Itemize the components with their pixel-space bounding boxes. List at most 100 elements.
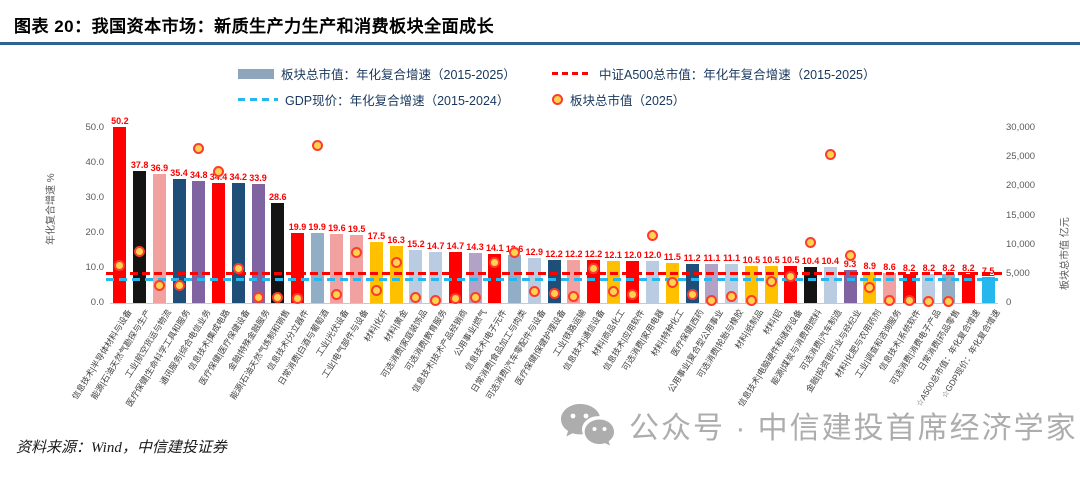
- bar: [843, 270, 857, 303]
- bar-value-label: 14.3: [466, 241, 484, 252]
- right-axis-tick: 10,000: [1006, 238, 1036, 250]
- market-cap-dot: [410, 291, 422, 303]
- bar-value-label: 28.6: [268, 191, 287, 202]
- bar-value-label: 17.5: [367, 230, 386, 241]
- bar: [942, 274, 956, 303]
- market-cap-dot: [785, 270, 797, 282]
- left-axis-tick: 50.0: [85, 122, 105, 133]
- market-cap-dot: [824, 149, 836, 161]
- right-axis-tick: 20,000: [1006, 180, 1036, 192]
- left-axis-tick: 30.0: [85, 192, 105, 203]
- bar-value-label: 10.5: [762, 255, 780, 266]
- bar: [350, 234, 364, 303]
- bar-value-label: 19.6: [328, 223, 346, 234]
- market-cap-dot: [805, 237, 817, 249]
- bar: [448, 251, 462, 303]
- left-axis-tick: 20.0: [85, 227, 105, 238]
- market-cap-dot: [706, 295, 718, 307]
- bar-value-label: 12.9: [525, 246, 544, 257]
- watermark: 公众号 · 中信建投首席经济学家: [558, 402, 1078, 448]
- market-cap-dot: [666, 276, 678, 288]
- bar-value-label: 34.8: [190, 170, 208, 181]
- bar-value-label: 8.2: [962, 263, 975, 274]
- bar-value-label: 8.2: [922, 263, 936, 274]
- bar-value-label: 11.2: [683, 252, 701, 263]
- bar-value-label: 19.9: [308, 222, 326, 233]
- left-axis-tick: 10.0: [85, 262, 105, 273]
- market-cap-dot: [765, 275, 777, 287]
- market-cap-dot: [114, 259, 126, 271]
- bar-value-label: 12.1: [604, 249, 622, 260]
- market-cap-dot: [173, 280, 185, 291]
- market-cap-dot: [745, 294, 757, 306]
- bar: [212, 182, 226, 303]
- legend-label: 板块总市值：年化复合增速（2015-2025）: [281, 68, 516, 82]
- bar: [468, 252, 482, 303]
- bar-value-label: 7.5: [981, 265, 995, 276]
- market-cap-dot: [291, 293, 303, 305]
- bar-value-label: 36.9: [150, 162, 169, 173]
- bar-value-label: 33.9: [249, 173, 267, 184]
- bar-value-label: 19.9: [288, 222, 307, 233]
- dot-marker-icon: [552, 94, 563, 105]
- market-cap-dot: [272, 291, 284, 303]
- bar-value-label: 14.1: [486, 242, 504, 253]
- market-cap-dot: [193, 142, 205, 154]
- market-cap-dot: [331, 289, 343, 301]
- reference-line: [106, 278, 1002, 282]
- bar-value-label: 50.2: [111, 116, 129, 127]
- legend-label: 中证A500总市值：年化年复合增速（2015-2025）: [599, 68, 876, 82]
- market-cap-dot: [627, 288, 639, 300]
- market-cap-dot: [726, 291, 738, 303]
- market-cap-dot: [252, 291, 264, 303]
- right-axis-tick: 30,000: [1006, 122, 1036, 133]
- bar: [192, 181, 206, 303]
- market-cap-dot: [568, 290, 580, 302]
- market-cap-dot: [844, 249, 856, 261]
- market-cap-dot: [686, 288, 698, 300]
- bar-value-label: 14.7: [446, 240, 465, 251]
- bar-value-label: 8.2: [902, 263, 916, 274]
- bar-value-label: 8.6: [883, 261, 896, 272]
- bar-value-label: 12.2: [564, 249, 583, 260]
- bar-value-label: 11.1: [703, 253, 721, 264]
- left-axis-tick: 40.0: [85, 157, 105, 168]
- bar: [133, 170, 147, 303]
- market-cap-dot: [232, 262, 244, 274]
- source-note: 资料来源：Wind，中信建投证券: [16, 440, 227, 456]
- left-axis-title: 年化复合增速 %: [46, 173, 57, 245]
- market-cap-dot: [311, 140, 323, 151]
- bar-value-label: 12.2: [545, 249, 563, 260]
- bar: [823, 266, 837, 303]
- bar: [981, 276, 995, 303]
- bar-value-label: 37.8: [130, 159, 149, 170]
- legend-label: GDP现价：年化复合增速（2015-2024）: [285, 94, 510, 108]
- right-axis-title: 板块总市值 亿元: [1060, 217, 1071, 290]
- legend-label: 板块总市值（2025）: [570, 94, 686, 108]
- right-axis-tick: 15,000: [1006, 209, 1036, 221]
- market-cap-dot: [390, 256, 402, 268]
- market-cap-dot: [469, 292, 481, 304]
- bar-value-label: 14.7: [426, 240, 445, 251]
- market-cap-dot: [213, 166, 225, 178]
- bar-value-label: 16.3: [387, 234, 405, 245]
- left-axis-tick: 0.0: [90, 297, 104, 308]
- right-axis-tick: 5,000: [1006, 267, 1030, 279]
- bar-value-label: 35.4: [170, 168, 188, 179]
- bar: [744, 266, 758, 303]
- market-cap-dot: [153, 280, 165, 291]
- market-cap-dot: [883, 295, 895, 307]
- market-cap-dot: [903, 295, 915, 307]
- bar: [290, 233, 304, 303]
- bar-value-label: 19.5: [347, 223, 366, 234]
- market-cap-dot: [923, 296, 935, 308]
- bar-value-label: 12.0: [643, 250, 662, 260]
- bar: [310, 233, 324, 303]
- bar: [804, 266, 818, 303]
- market-cap-dot: [430, 294, 442, 306]
- right-axis-tick: 0: [1006, 297, 1012, 308]
- legend-item-sector-cagr: 板块总市值：年化复合增速（2015-2025）: [238, 64, 516, 83]
- bar-value-label: 12.0: [624, 250, 642, 260]
- bar-value-label: 9.3: [843, 259, 857, 270]
